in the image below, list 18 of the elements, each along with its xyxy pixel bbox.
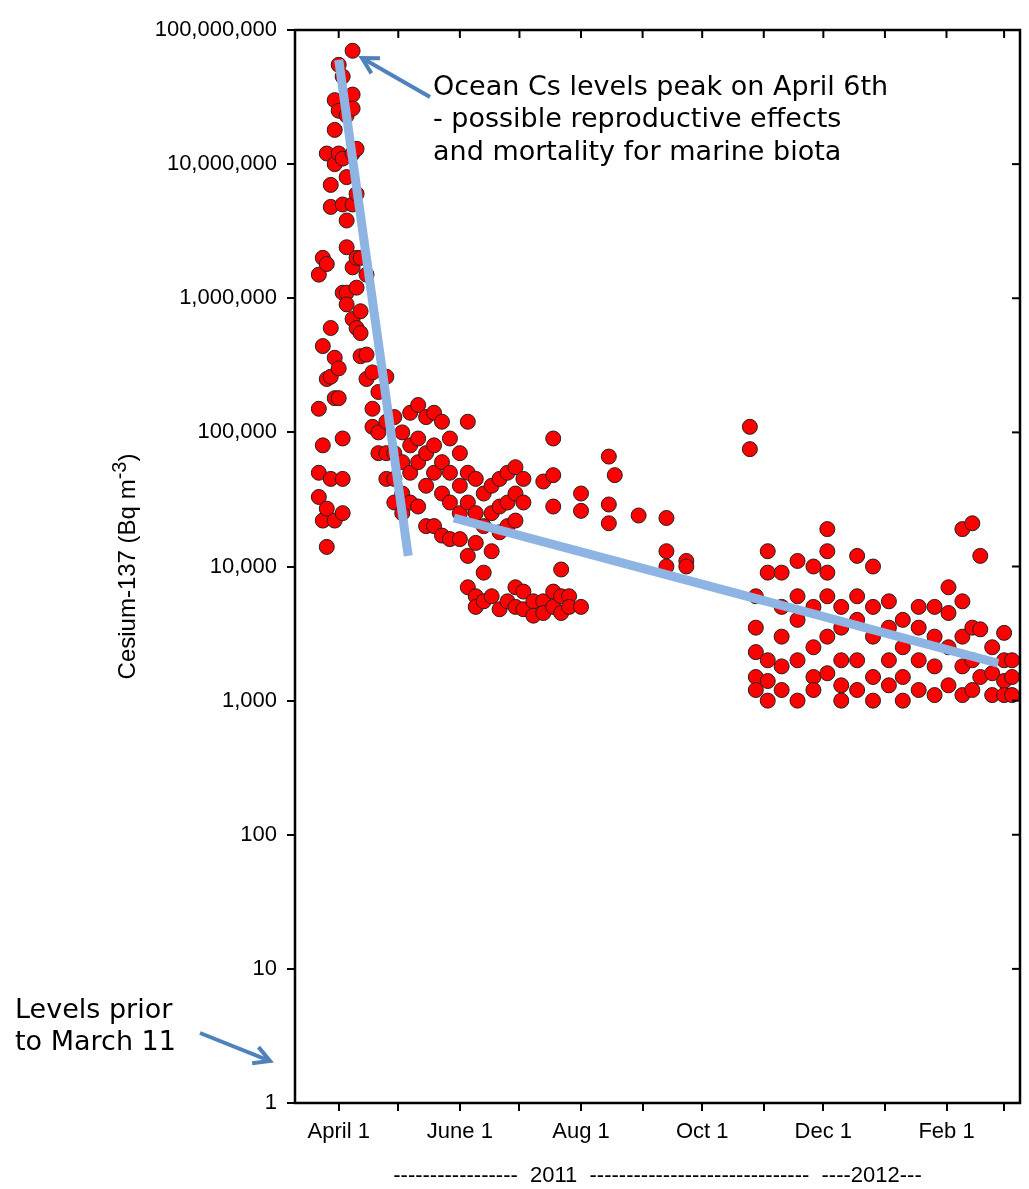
y-tick-label: 1: [264, 1089, 277, 1115]
y-tick-label: 10,000,000: [166, 150, 277, 176]
x-tick-label: Dec 1: [794, 1118, 853, 1144]
y-tick-label: 10: [252, 954, 277, 980]
y-tick-label: 1,000: [221, 686, 277, 712]
y-tick-label: 10,000: [209, 552, 277, 578]
x-tick-label: June 1: [426, 1118, 493, 1144]
x-axis-title: ----------------- 2011 ------------------------------ ----2012---: [393, 1161, 922, 1187]
annotation: Ocean Cs levels peak on April 6th - possible reproductive effects and mortality for marine biota: [433, 70, 889, 168]
x-tick-label: Aug 1: [552, 1118, 610, 1144]
y-tick-label: 100: [240, 820, 277, 846]
y-tick-label: 1,000,000: [179, 284, 277, 310]
y-tick-label: 100,000,000: [154, 16, 277, 42]
x-tick-label: Feb 1: [918, 1118, 975, 1144]
y-tick-label: 100,000: [197, 418, 277, 444]
x-tick-label: April 1: [307, 1118, 370, 1144]
text: Levels prior to March 11: [15, 993, 176, 1058]
x-tick-label: Oct 1: [675, 1118, 729, 1144]
